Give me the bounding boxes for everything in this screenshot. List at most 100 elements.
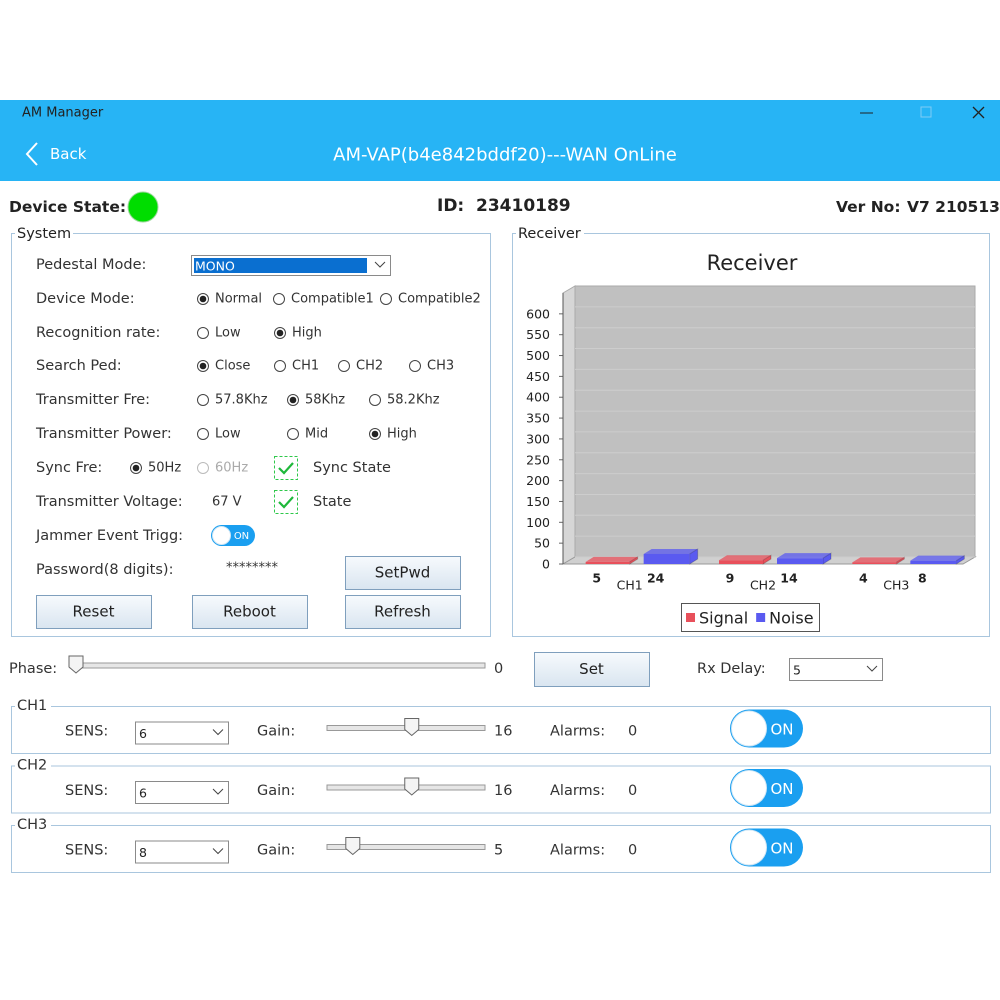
pedestal-mode-select-highlight <box>194 258 367 273</box>
gain-label: Gain: <box>257 783 295 799</box>
reset-button[interactable]: Reset <box>36 595 152 629</box>
check-mark <box>278 496 294 509</box>
slider-thumb[interactable] <box>404 718 420 737</box>
radio[interactable] <box>197 394 209 406</box>
setting-label: Device Mode: <box>36 291 135 307</box>
y-tick-label: 550 <box>526 327 550 342</box>
radio[interactable] <box>380 293 392 305</box>
radio[interactable] <box>197 327 209 339</box>
rx-delay-select-chevron <box>866 665 878 672</box>
refresh-button[interactable]: Refresh <box>345 595 461 629</box>
id-label: ID: <box>437 196 464 216</box>
toggle-label: ON <box>770 840 793 858</box>
radio-dot <box>199 295 207 303</box>
setting-label: Transmitter Power: <box>35 426 172 442</box>
device-state-label: Device State: <box>9 198 126 216</box>
sens-label: SENS: <box>65 843 108 859</box>
y-tick-label: 600 <box>526 306 550 321</box>
value-label: 4 <box>859 571 868 586</box>
radio-label: Compatible2 <box>398 292 481 307</box>
radio-label: Low <box>215 427 241 442</box>
radio[interactable] <box>274 360 286 372</box>
receiver-title: Receiver <box>518 226 581 242</box>
radio-label: Mid <box>305 427 328 442</box>
channel-title: CH1 <box>17 698 47 714</box>
sens-select[interactable] <box>135 721 229 745</box>
reset-button-face <box>36 595 152 629</box>
alarms-label: Alarms: <box>550 724 605 740</box>
y-tick-label: 450 <box>526 369 550 384</box>
sens-select[interactable] <box>135 781 229 804</box>
setting-label: Recognition rate: <box>36 325 160 341</box>
alarms-value: 0 <box>628 783 637 799</box>
bar <box>643 553 690 564</box>
radio[interactable] <box>409 360 421 372</box>
reboot-button[interactable]: Reboot <box>192 595 308 629</box>
bar-top <box>852 557 905 563</box>
gain-label: Gain: <box>257 843 295 859</box>
back-icon[interactable] <box>25 142 38 166</box>
device-title: AM-VAP(b4e842bddf20)---WAN OnLine <box>333 145 677 166</box>
rx-delay-select-value: 5 <box>793 663 801 678</box>
x-tick-label: CH1 <box>617 578 643 593</box>
radio-label: Normal <box>215 292 262 307</box>
device-state-indicator <box>127 191 159 223</box>
slider-track <box>326 844 486 850</box>
y-tick-label: 500 <box>526 348 550 363</box>
channel-group <box>11 765 991 814</box>
legend-box <box>681 603 820 632</box>
radio[interactable] <box>273 293 285 305</box>
slider-thumb[interactable] <box>68 655 84 674</box>
sens-select-value: 6 <box>139 786 147 801</box>
gain-value: 16 <box>494 724 512 740</box>
radio-label: High <box>292 326 322 341</box>
pedestal-mode-label: Pedestal Mode: <box>36 257 146 273</box>
radio[interactable] <box>287 428 299 440</box>
slider-thumb[interactable] <box>404 777 420 796</box>
y-tick-label: 0 <box>542 557 550 572</box>
alarms-value: 0 <box>628 724 637 740</box>
system-title: System <box>17 226 71 242</box>
y-tick-label: 100 <box>526 515 550 530</box>
radio[interactable] <box>369 394 381 406</box>
radio[interactable] <box>197 462 209 474</box>
toggle-knob <box>731 710 767 747</box>
radio-label: CH1 <box>292 359 319 374</box>
value-label: 24 <box>647 571 665 586</box>
setting-label: Search Ped: <box>36 358 122 374</box>
radio[interactable] <box>197 428 209 440</box>
reboot-button-label: Reboot <box>223 603 276 621</box>
setting-label: Sync Fre: <box>36 460 102 476</box>
close-button[interactable] <box>972 106 985 119</box>
gain-label: Gain: <box>257 724 295 740</box>
sens-select-chevron <box>212 788 224 795</box>
voltage-value: 67 V <box>212 495 242 510</box>
sens-select[interactable] <box>135 840 229 864</box>
password-label: Password(8 digits): <box>36 562 173 578</box>
reset-button-label: Reset <box>73 603 115 621</box>
radio[interactable] <box>338 360 350 372</box>
back-button[interactable]: Back <box>50 145 87 163</box>
set-pwd-button-face <box>345 556 461 590</box>
sens-select-chevron <box>212 848 224 855</box>
y-tick-label: 250 <box>526 452 550 467</box>
ver-value: V7 210513 <box>907 198 1000 216</box>
checkbox[interactable] <box>274 490 298 514</box>
bar-top <box>910 555 965 561</box>
legend-swatch <box>686 613 695 622</box>
y-tick-label: 350 <box>526 411 550 426</box>
set-button-face <box>534 652 650 687</box>
checkbox[interactable] <box>274 456 298 480</box>
maximize-button[interactable] <box>920 106 932 118</box>
slider-thumb[interactable] <box>345 837 361 856</box>
y-tick-label: 400 <box>526 390 550 405</box>
radio-label: CH2 <box>356 359 383 374</box>
y-tick-label: 50 <box>534 536 550 551</box>
alarms-label: Alarms: <box>550 843 605 859</box>
set-pwd-button[interactable]: SetPwd <box>345 556 461 590</box>
legend-label: Signal <box>699 609 748 628</box>
rx-delay-select[interactable] <box>789 658 883 681</box>
set-button[interactable]: Set <box>534 652 650 687</box>
reboot-button-face <box>192 595 308 629</box>
channel-group <box>11 706 991 754</box>
